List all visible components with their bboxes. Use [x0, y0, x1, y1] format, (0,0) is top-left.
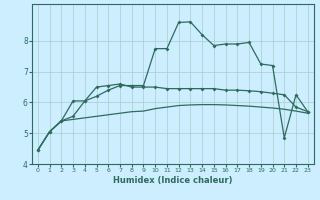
X-axis label: Humidex (Indice chaleur): Humidex (Indice chaleur)	[113, 176, 233, 185]
